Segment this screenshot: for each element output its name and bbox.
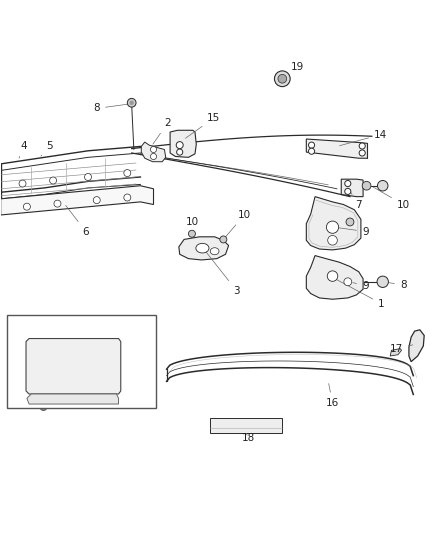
Text: 11: 11: [60, 322, 77, 336]
Text: 18: 18: [242, 433, 255, 442]
Circle shape: [346, 218, 354, 226]
Text: 15: 15: [185, 113, 220, 138]
Circle shape: [124, 169, 131, 176]
Circle shape: [220, 236, 227, 243]
Circle shape: [176, 142, 183, 149]
Circle shape: [130, 101, 134, 105]
Circle shape: [93, 197, 100, 204]
Text: 6: 6: [66, 205, 89, 237]
Circle shape: [85, 174, 92, 181]
Text: 9: 9: [337, 227, 369, 237]
Text: 10: 10: [185, 217, 198, 234]
Circle shape: [150, 147, 156, 152]
Text: 3: 3: [205, 251, 240, 295]
Circle shape: [275, 71, 290, 87]
Circle shape: [327, 271, 338, 281]
Text: 10: 10: [373, 187, 410, 209]
Circle shape: [345, 181, 351, 187]
Polygon shape: [390, 349, 402, 356]
Circle shape: [377, 276, 389, 287]
Polygon shape: [179, 237, 229, 260]
Text: 16: 16: [326, 384, 339, 408]
Text: 1: 1: [335, 279, 385, 309]
Circle shape: [308, 142, 314, 148]
Circle shape: [188, 230, 195, 237]
Polygon shape: [1, 185, 153, 215]
Ellipse shape: [210, 248, 219, 255]
Circle shape: [278, 75, 287, 83]
Polygon shape: [27, 394, 119, 404]
Circle shape: [362, 181, 371, 190]
Text: 4: 4: [19, 141, 27, 158]
Ellipse shape: [196, 244, 209, 253]
Circle shape: [177, 149, 183, 155]
Circle shape: [124, 194, 131, 201]
Circle shape: [127, 99, 136, 107]
Text: 7: 7: [350, 190, 362, 209]
Text: 10: 10: [225, 210, 251, 237]
Circle shape: [15, 389, 22, 395]
Text: 2: 2: [153, 118, 171, 144]
Circle shape: [378, 181, 388, 191]
Circle shape: [359, 150, 365, 156]
Text: 5: 5: [41, 141, 53, 156]
Text: 14: 14: [339, 130, 387, 146]
Circle shape: [345, 188, 351, 195]
Text: 17: 17: [390, 344, 413, 353]
Circle shape: [359, 143, 365, 149]
Circle shape: [19, 180, 26, 187]
Circle shape: [40, 403, 47, 410]
Text: 8: 8: [93, 103, 129, 114]
Circle shape: [54, 200, 61, 207]
Bar: [210, 417, 283, 433]
Circle shape: [326, 221, 339, 233]
Text: 8: 8: [385, 280, 406, 290]
Text: 9: 9: [353, 281, 369, 291]
Polygon shape: [409, 330, 424, 362]
Polygon shape: [141, 142, 166, 161]
Circle shape: [49, 177, 57, 184]
Polygon shape: [170, 130, 196, 157]
Polygon shape: [26, 338, 121, 394]
Circle shape: [328, 236, 337, 245]
Bar: [7, 314, 155, 408]
Circle shape: [344, 278, 352, 286]
Polygon shape: [341, 179, 363, 197]
Polygon shape: [306, 197, 361, 250]
Polygon shape: [306, 256, 363, 299]
Circle shape: [308, 148, 314, 154]
Circle shape: [23, 203, 30, 210]
Polygon shape: [306, 139, 367, 158]
Circle shape: [150, 154, 156, 159]
Text: 19: 19: [284, 61, 304, 73]
